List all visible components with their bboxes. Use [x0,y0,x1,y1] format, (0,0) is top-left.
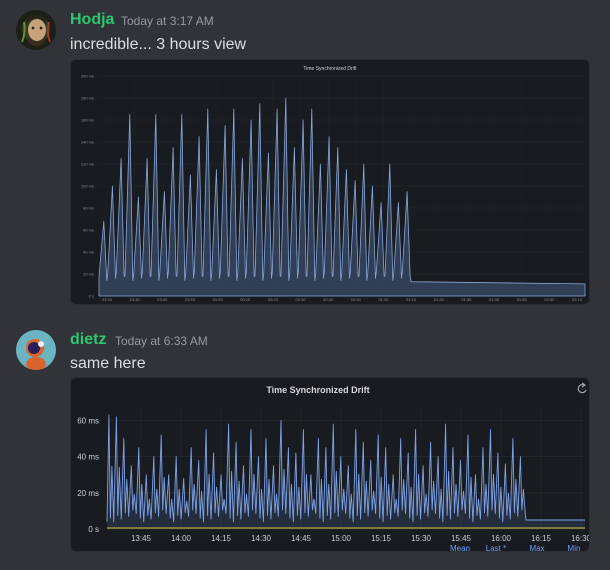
x-tick-label: 01:10 [406,297,417,302]
chart-title: Time Synchronized Drift [303,66,357,72]
x-tick-label: 16:00 [491,534,512,543]
x-tick-label: 00:50 [351,297,362,302]
x-tick-label: 23:40 [157,297,168,302]
timestamp: Today at 3:17 AM [121,14,214,28]
x-tick-label: 15:30 [411,534,432,543]
y-tick-label: 60 ms [83,228,94,233]
message-text: incredible... 3 hours view [70,36,247,53]
y-tick-label: 180 ms [81,96,94,101]
x-tick-label: 13:45 [131,534,152,543]
x-tick-label: 01:50 [517,297,528,302]
x-tick-label: 01:20 [434,297,445,302]
y-tick-label: 40 ms [83,250,94,255]
y-tick-label: 100 ms [81,184,94,189]
x-tick-label: 02:00 [544,297,555,302]
x-tick-label: 16:30 [571,534,589,543]
y-tick-label: 20 ms [77,489,99,498]
chart-title: Time Synchronized Drift [266,385,369,395]
chart-image-embed[interactable]: Time Synchronized Drift 200 ms 180 ms 160 m… [70,59,590,305]
y-tick-label: 160 ms [81,118,94,123]
legend-header: Min [568,544,581,551]
refresh-arrow [581,382,587,388]
x-tick-label: 15:00 [331,534,352,543]
x-tick-label: 23:20 [102,297,113,302]
y-tick-label: 20 ms [83,272,94,277]
chart-drift: Time Synchronized Drift 60 ms 40 ms 20 ms 0 … [77,382,589,551]
x-tick-label: 01:40 [489,297,500,302]
y-tick-label: 140 ms [81,140,94,145]
x-tick-label: 00:00 [213,297,224,302]
legend-header: Mean [450,544,470,551]
timestamp: Today at 6:33 AM [115,334,208,348]
x-tick-label: 00:20 [268,297,279,302]
y-tick-label: 80 ms [83,206,94,211]
chart-3h: Time Synchronized Drift 200 ms 180 ms 160 m… [81,66,586,302]
y-tick-label: 60 ms [77,416,99,425]
y-tick-label: 120 ms [81,162,94,167]
refresh-icon [577,384,587,394]
username[interactable]: dietz [70,331,107,348]
message-text: same here [70,355,146,372]
y-tick-label: 40 ms [77,453,99,462]
username[interactable]: Hodja [70,11,115,28]
x-tick-label: 00:10 [240,297,251,302]
x-tick-label: 14:30 [251,534,272,543]
avatar-dietz[interactable] [16,330,56,370]
y-tick-label: 0 s [88,525,99,534]
chart-image-embed[interactable]: Time Synchronized Drift 60 ms 40 ms 20 ms 0 … [70,377,590,552]
series-line [106,414,585,523]
x-tick-label: 16:15 [531,534,552,543]
x-tick-label: 14:00 [171,534,192,543]
x-tick-label: 23:50 [185,297,196,302]
x-tick-label: 15:15 [371,534,392,543]
y-tick-label: 0 s [89,294,94,299]
x-tick-label: 00:30 [296,297,307,302]
x-tick-label: 14:45 [291,534,312,543]
legend-header: Max [529,544,544,551]
y-tick-label: 200 ms [81,74,94,79]
series-area [98,97,586,297]
legend-header: Last * [486,544,506,551]
x-tick-label: 23:30 [130,297,141,302]
x-tick-label: 00:40 [323,297,334,302]
x-tick-label: 02:10 [572,297,583,302]
x-tick-label: 15:45 [451,534,472,543]
x-tick-label: 14:15 [211,534,232,543]
x-tick-label: 01:30 [461,297,472,302]
x-tick-label: 01:00 [378,297,389,302]
avatar-hodja[interactable] [16,10,56,50]
